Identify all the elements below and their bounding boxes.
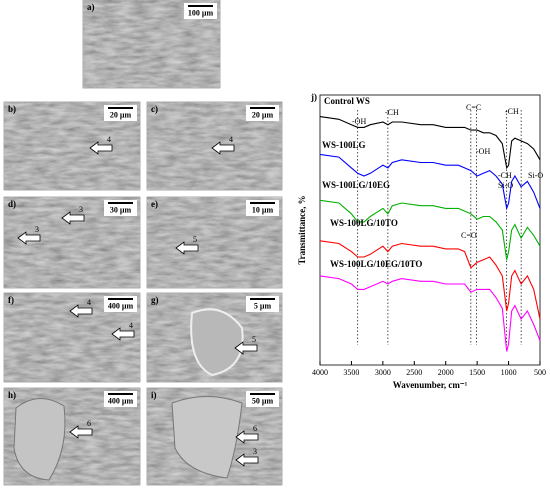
x-tick-label: 500 [534,368,546,377]
series-label: Control WS [324,96,370,106]
arrow [69,425,93,439]
scale-label: 400 µm [108,396,134,405]
x-tick-label: 2000 [438,368,454,377]
spectrum-line [319,240,541,320]
x-tick-label: 2500 [406,368,422,377]
panel-label: a) [87,2,95,12]
peak-annotation: C=O [461,231,477,240]
arrow [235,430,259,444]
arrow [235,453,259,467]
arrow [211,141,235,155]
peak-annotation: Si-O [498,181,513,190]
scale-label: 50 µm [252,396,274,405]
arrow-number: 3 [79,205,83,214]
sem-panels: a) 100 µm b) 20 µm 4 c) 20 µm 4 d) 30 µm 3 3 e) 10 µm… [3,0,283,486]
peak-annotation: -OH [476,147,490,156]
arrow [61,211,85,225]
panel-label: h) [8,390,16,400]
arrow-number: 4 [129,321,133,330]
panel-label: b) [8,104,16,114]
arrow-number: 3 [35,225,39,234]
series-label: WS-100LG [322,140,366,150]
arrow-number: 6 [253,424,257,433]
x-tick-label: 1000 [501,368,517,377]
arrow-number: 4 [87,298,91,307]
x-tick-label: 3000 [375,368,391,377]
particle [171,396,243,479]
spectrum-line [319,199,541,260]
peak-annotation: Si-O [528,171,543,180]
arrow [69,304,93,318]
panel-label: g) [151,295,159,305]
x-tick-label: 4000 [312,368,328,377]
arrow [234,341,258,355]
y-axis-title: Transmittance, % [297,195,307,264]
scale-label: 30 µm [110,205,132,214]
scale-label: 20 µm [110,110,132,119]
arrow-number: 5 [252,335,256,344]
spectrum-line [319,116,541,170]
particle [190,308,244,377]
scale-label: 100 µm [188,8,214,17]
arrow [111,327,135,341]
arrow [17,231,41,245]
arrow-number: 4 [229,135,233,144]
peak-annotation: -CH [385,108,399,117]
peak-annotation: C=C [466,103,481,112]
spectrum-line [319,153,541,211]
peak-annotation: -OH [352,117,366,126]
spectrum-line [319,275,541,352]
arrow [89,141,113,155]
panel-label: e) [151,199,158,209]
panel-label: d) [8,199,16,209]
series-label: WS-100LG/10EG [322,180,390,190]
ftir-chart: j) Wavenumber, cm⁻¹ Transmittance, % 400… [297,92,546,390]
panel-label: f) [8,295,14,305]
arrow-number: 4 [107,135,111,144]
particle [13,398,66,481]
panel-label: i) [151,390,157,400]
arrow [175,241,199,255]
x-axis-title: Wavenumber, cm⁻¹ [393,380,468,390]
peak-annotation: -CH [505,107,519,116]
series-label: WS-100LG/10TO [330,218,398,228]
scale-label: 400 µm [108,301,134,310]
panel-label: j) [310,92,317,102]
panel-label: c) [151,104,158,114]
peak-annotation: -CH [498,171,512,180]
scale-label: 10 µm [252,205,274,214]
series-label: WS-100LG/10EG/10TO [330,259,422,269]
arrow-number: 5 [193,235,197,244]
scale-label: 5 µm [254,301,272,310]
arrow-number: 6 [87,419,91,428]
x-tick-label: 3500 [343,368,359,377]
x-tick-label: 1500 [469,368,485,377]
plot-frame [319,94,541,366]
scale-label: 20 µm [252,110,274,119]
arrow-number: 3 [253,447,257,456]
